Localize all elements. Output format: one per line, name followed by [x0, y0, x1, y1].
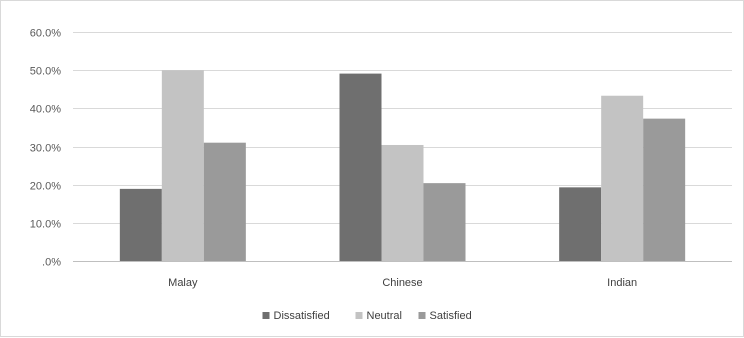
x-category-label: Chinese [382, 277, 422, 289]
y-tick-label: 20.0% [30, 181, 61, 193]
y-tick-label: 50.0% [30, 66, 61, 78]
y-tick-label: 60.0% [30, 28, 61, 40]
legend-swatch-dissatisfied [262, 312, 270, 319]
legend-swatch-satisfied [418, 312, 426, 319]
y-tick-label: 30.0% [30, 143, 61, 155]
bar-chinese-satisfied [423, 183, 466, 261]
y-axis-tick-labels: .0% 10.0% 20.0% 30.0% 40.0% 50.0% 60.0% [30, 28, 61, 269]
bar-malay-dissatisfied [119, 188, 162, 261]
legend-swatch-neutral [355, 312, 363, 319]
y-tick-label: .0% [42, 257, 61, 269]
bar-indian-neutral [601, 95, 644, 261]
x-category-label: Malay [168, 277, 198, 289]
legend-label-satisfied: Satisfied [430, 310, 472, 322]
bar-chinese-dissatisfied [339, 73, 382, 261]
y-tick-label: 40.0% [30, 104, 61, 116]
x-axis-category-labels: Malay Chinese Indian [168, 277, 637, 289]
bar-indian-dissatisfied [559, 187, 602, 261]
y-tick-label: 10.0% [30, 219, 61, 231]
legend: Dissatisfied Neutral Satisfied [262, 310, 472, 322]
bar-malay-neutral [161, 70, 204, 262]
bar-indian-satisfied [643, 118, 686, 261]
legend-label-dissatisfied: Dissatisfied [274, 310, 330, 322]
x-category-label: Indian [607, 277, 637, 289]
legend-label-neutral: Neutral [367, 310, 402, 322]
bars [119, 70, 686, 262]
bar-malay-satisfied [203, 142, 246, 261]
bar-chinese-neutral [381, 144, 424, 261]
